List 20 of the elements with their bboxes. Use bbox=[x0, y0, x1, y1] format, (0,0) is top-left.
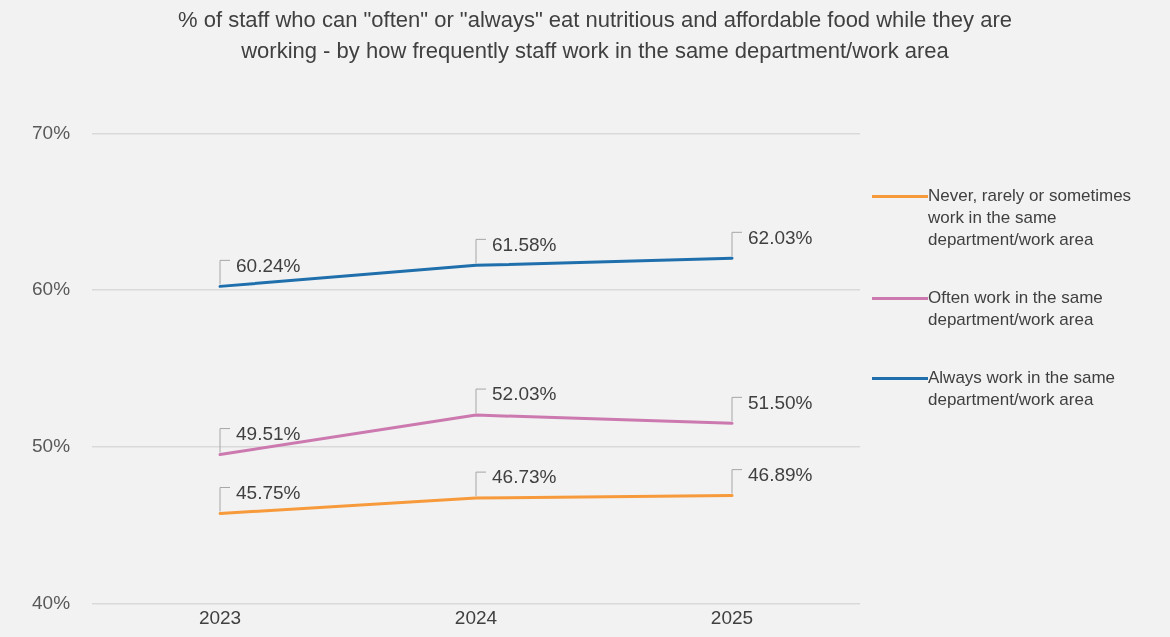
data-label: 49.51% bbox=[236, 422, 301, 444]
data-label: 52.03% bbox=[492, 383, 557, 405]
data-label: 46.73% bbox=[492, 466, 557, 488]
data-label: 45.75% bbox=[236, 481, 301, 503]
y-tick-label: 60% bbox=[32, 278, 71, 300]
data-label: 51.50% bbox=[748, 391, 813, 413]
y-tick-label: 40% bbox=[32, 591, 71, 613]
y-tick-label: 50% bbox=[32, 435, 71, 457]
legend-label: Often work in the same department/work area bbox=[928, 287, 1104, 331]
x-tick-label: 2023 bbox=[198, 607, 242, 629]
legend-label: Always work in the same department/work area bbox=[928, 367, 1117, 411]
chart-title: % of staff who can "often" or "always" eat nutritious and affordable food while they are working - by how frequently staff work in the same department/work area bbox=[177, 6, 1013, 65]
x-tick-label: 2024 bbox=[454, 607, 498, 629]
x-tick-label: 2025 bbox=[710, 607, 754, 629]
y-tick-label: 70% bbox=[32, 121, 71, 143]
data-label: 46.89% bbox=[748, 463, 813, 485]
data-label: 60.24% bbox=[236, 254, 301, 276]
legend-label: Never, rarely or sometimes work in the same department/work area bbox=[928, 185, 1133, 251]
data-label: 62.03% bbox=[748, 226, 813, 248]
data-label: 61.58% bbox=[492, 233, 557, 255]
